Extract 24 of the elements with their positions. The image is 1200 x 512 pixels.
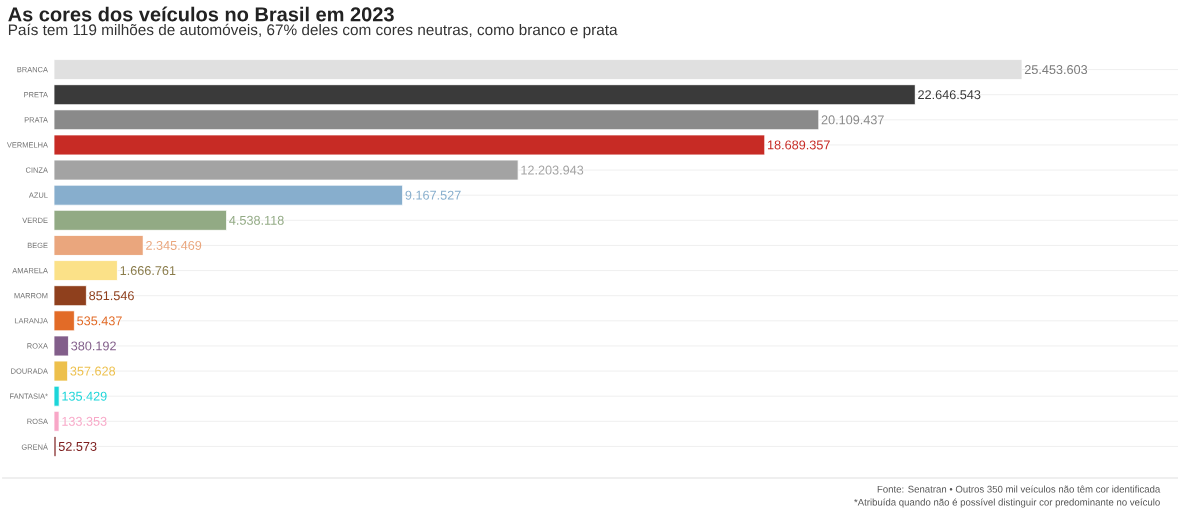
chart-title: As cores dos veículos no Brasil em 2023	[8, 6, 394, 22]
data-label: 25.453.603	[1024, 65, 1088, 75]
data-label: 1.666.761	[120, 266, 176, 276]
bar	[54, 385, 60, 407]
data-label: 18.689.357	[767, 140, 830, 150]
data-label: 851.546	[89, 291, 134, 301]
data-label: 12.203.943	[521, 165, 584, 175]
chart-subtitle: País tem 119 milhões de automóveis, 67% deles com cores neutras, como branco e prata	[8, 23, 618, 39]
source-note: Fonte: Senatran • Outros 350 mil veículos não têm cor identificada	[877, 485, 1161, 493]
data-label: 4.538.118	[229, 215, 284, 225]
data-label: 135.429	[62, 391, 107, 401]
text: *Atribuída quando não é possível distinguir cor predominante no veículo	[854, 498, 1160, 508]
data-label: 380.192	[71, 341, 116, 351]
data-label: 133.353	[62, 416, 107, 426]
data-label: 357.628	[70, 366, 116, 376]
bar	[54, 285, 87, 307]
data-label: 2.345.469	[146, 240, 202, 250]
bar	[54, 410, 60, 432]
data-label: 22.646.543	[918, 90, 981, 100]
data-label: 20.109.437	[821, 115, 884, 125]
bar	[54, 159, 519, 181]
data-label: 9.167.527	[405, 190, 461, 200]
data-label: 52.573	[58, 441, 97, 451]
data-label: 535.437	[77, 316, 122, 326]
